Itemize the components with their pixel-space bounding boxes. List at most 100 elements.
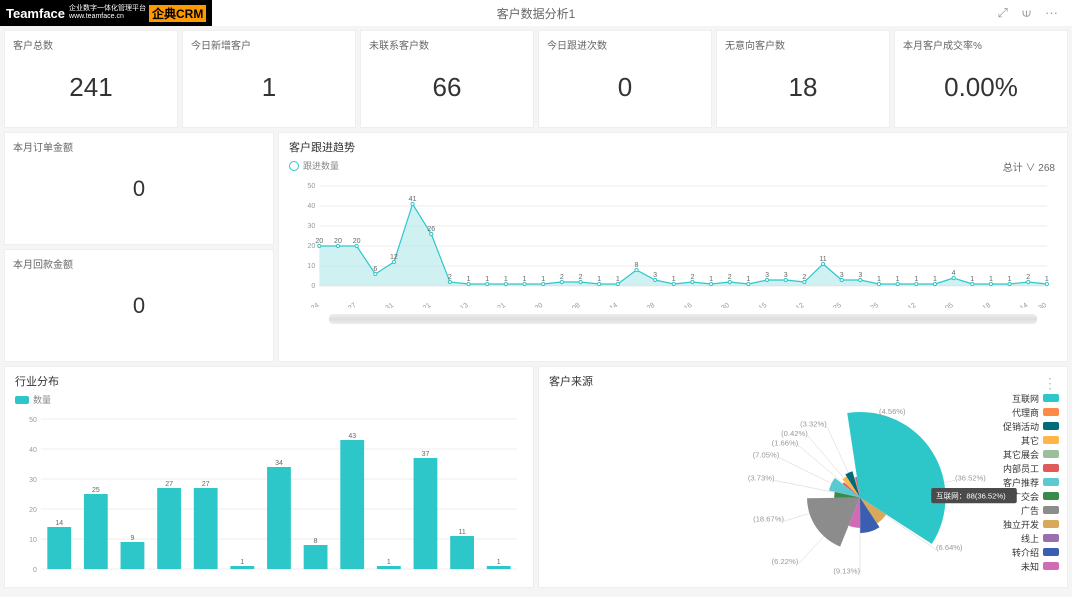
trend-chart: 01020304050202020-03-2420202020-03-27612…	[289, 178, 1057, 308]
svg-text:43: 43	[348, 432, 356, 439]
logo-brand: Teamface	[6, 6, 65, 21]
svg-text:1: 1	[616, 276, 620, 283]
svg-text:8: 8	[314, 537, 318, 544]
trend-legend: 跟进数量	[289, 159, 339, 172]
kpi-card: 今日新增客户 1	[182, 30, 356, 128]
svg-text:2: 2	[579, 274, 583, 281]
kpi-label: 未联系客户数	[369, 37, 525, 52]
svg-text:2020-07-14: 2020-07-14	[585, 301, 619, 307]
logo-sub: 企业数字一体化管理平台www.teamface.cn	[69, 5, 146, 20]
svg-text:(3.73%): (3.73%)	[748, 473, 775, 482]
svg-text:(3.32%): (3.32%)	[800, 419, 827, 428]
kpi-card: 本月客户成交率% 0.00%	[894, 30, 1068, 128]
industry-title: 行业分布	[15, 373, 523, 389]
trend-total[interactable]: 总计 ∨ 268	[1003, 159, 1055, 174]
svg-text:1: 1	[746, 276, 750, 283]
kpi-row: 客户总数 241今日新增客户 1未联系客户数 66今日跟进次数 0无意向客户数 …	[0, 26, 1072, 132]
industry-legend: 数量	[15, 393, 51, 406]
svg-text:11: 11	[819, 256, 826, 263]
svg-text:2: 2	[1026, 274, 1030, 281]
svg-text:1: 1	[709, 276, 713, 283]
svg-text:14: 14	[55, 519, 63, 526]
source-card: 客户来源 ⋮ 互联网代理商促销活动其它其它展会内部员工客户推荐广交会广告独立开发…	[538, 366, 1068, 588]
svg-text:(6.64%): (6.64%)	[936, 543, 963, 552]
svg-text:40: 40	[29, 446, 37, 453]
trend-scrollbar[interactable]	[329, 314, 1037, 324]
svg-text:8: 8	[635, 262, 639, 269]
mini-card: 本月订单金额 0	[4, 132, 274, 245]
svg-text:50: 50	[307, 183, 315, 190]
svg-text:互联网：88(36.52%): 互联网：88(36.52%)	[936, 491, 1006, 500]
svg-text:1: 1	[597, 276, 601, 283]
svg-text:1: 1	[497, 558, 501, 565]
svg-text:2020-07-28: 2020-07-28	[623, 301, 657, 307]
mini-card: 本月回款金额 0	[4, 249, 274, 362]
svg-text:4: 4	[952, 270, 956, 277]
svg-text:2: 2	[560, 274, 564, 281]
kpi-value: 18	[725, 72, 881, 103]
svg-text:30: 30	[307, 223, 315, 230]
card-more-icon[interactable]: ⋮	[1043, 375, 1057, 392]
svg-text:(0.42%): (0.42%)	[781, 429, 808, 438]
kpi-label: 无意向客户数	[725, 37, 881, 52]
svg-text:1: 1	[914, 276, 918, 283]
svg-text:27: 27	[165, 480, 173, 487]
svg-text:2021-02-18: 2021-02-18	[958, 301, 992, 307]
svg-text:20: 20	[334, 238, 342, 245]
svg-text:2020-08-16: 2020-08-16	[660, 301, 694, 307]
svg-text:20: 20	[315, 238, 323, 245]
more-icon[interactable]: ···	[1045, 5, 1058, 21]
kpi-value: 1	[191, 72, 347, 103]
svg-text:1: 1	[1045, 276, 1049, 283]
svg-text:(18.67%): (18.67%)	[753, 514, 784, 523]
industry-card: 行业分布 数量 01020304050142592727134843137111	[4, 366, 534, 588]
kpi-label: 今日新增客户	[191, 37, 347, 52]
svg-text:2: 2	[690, 274, 694, 281]
svg-text:20: 20	[353, 238, 361, 245]
svg-text:0: 0	[33, 566, 37, 573]
svg-text:3: 3	[784, 272, 788, 279]
app-header: Teamface 企业数字一体化管理平台www.teamface.cn 企典CR…	[0, 0, 1072, 26]
svg-text:0: 0	[311, 283, 315, 290]
svg-text:(6.22%): (6.22%)	[772, 557, 799, 566]
kpi-card: 无意向客户数 18	[716, 30, 890, 128]
expand-icon[interactable]: ⤢	[998, 5, 1008, 21]
svg-text:1: 1	[970, 276, 974, 283]
pie-chart: (4.56%)(3.32%)(0.42%)(1.66%)(7.05%)(3.73…	[549, 393, 1057, 583]
svg-text:1: 1	[989, 276, 993, 283]
svg-text:1: 1	[240, 558, 244, 565]
svg-text:25: 25	[92, 486, 100, 493]
kpi-value: 0	[547, 72, 703, 103]
svg-text:2020-05-21: 2020-05-21	[473, 301, 507, 307]
kpi-value: 241	[13, 72, 169, 103]
logo-crm: 企典CRM	[149, 5, 206, 22]
filter-icon[interactable]: ⟒	[1022, 5, 1031, 21]
svg-text:2020-04-21: 2020-04-21	[399, 301, 433, 307]
trend-card: 客户跟进趋势 跟进数量 总计 ∨ 268 01020304050202020-0…	[278, 132, 1068, 362]
svg-text:1: 1	[933, 276, 937, 283]
svg-text:27: 27	[202, 480, 210, 487]
industry-chart: 01020304050142592727134843137111	[15, 413, 523, 583]
svg-text:12: 12	[390, 254, 398, 261]
svg-text:1: 1	[467, 276, 471, 283]
svg-text:2020-03-27: 2020-03-27	[324, 301, 358, 307]
svg-text:20: 20	[29, 506, 37, 513]
svg-text:9: 9	[131, 534, 135, 541]
kpi-card: 未联系客户数 66	[360, 30, 534, 128]
kpi-label: 本月客户成交率%	[903, 37, 1059, 52]
svg-text:1: 1	[877, 276, 881, 283]
svg-text:1: 1	[523, 276, 527, 283]
svg-text:2021-02-05: 2021-02-05	[921, 301, 955, 307]
svg-text:1: 1	[387, 558, 391, 565]
svg-text:2020-05-13: 2020-05-13	[436, 301, 470, 307]
kpi-value: 66	[369, 72, 525, 103]
svg-text:6: 6	[373, 266, 377, 273]
svg-text:2020-09-15: 2020-09-15	[735, 301, 769, 307]
kpi-value: 0.00%	[903, 72, 1059, 103]
svg-text:26: 26	[427, 226, 435, 233]
svg-text:3: 3	[653, 272, 657, 279]
svg-text:30: 30	[29, 476, 37, 483]
svg-text:10: 10	[307, 263, 315, 270]
svg-text:2020-07-08: 2020-07-08	[548, 301, 582, 307]
svg-text:1: 1	[504, 276, 508, 283]
